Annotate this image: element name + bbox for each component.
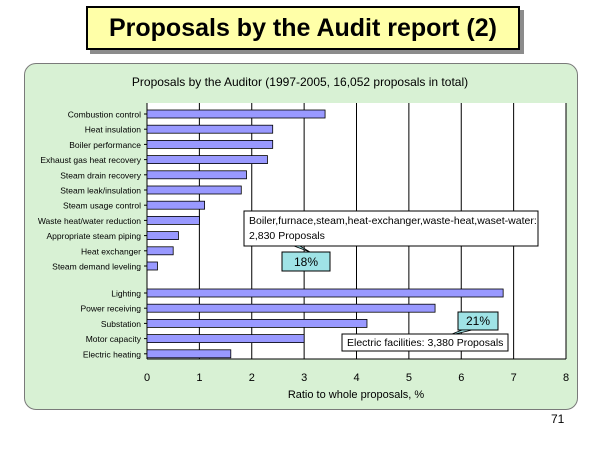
bar xyxy=(146,261,158,271)
slide-title: Proposals by the Audit report (2) xyxy=(86,6,520,50)
bar xyxy=(146,215,200,225)
x-tick-label: 0 xyxy=(144,372,150,384)
x-tick-label: 2 xyxy=(249,372,255,384)
bar xyxy=(146,246,174,256)
electric-callout-total: Electric facilities: 3,380 Proposals xyxy=(347,337,503,349)
category-label: Power receiving xyxy=(81,304,142,314)
category-label: Appropriate steam piping xyxy=(46,231,141,241)
bar xyxy=(146,288,504,298)
boiler-percent-badge xyxy=(281,251,331,272)
electric-percent-label: 21% xyxy=(466,314,490,328)
bar xyxy=(146,155,268,165)
bar xyxy=(146,139,274,149)
category-label: Combustion control xyxy=(68,110,141,120)
bar xyxy=(146,231,179,241)
x-tick-label: 5 xyxy=(406,372,412,384)
boiler-percent-label: 18% xyxy=(294,255,318,269)
x-axis-label: Ratio to whole proposals, % xyxy=(288,389,425,401)
bar xyxy=(146,109,326,119)
bar xyxy=(146,303,436,313)
boiler-callout-box xyxy=(243,210,539,247)
x-tick-label: 4 xyxy=(353,372,359,384)
x-tick-label: 6 xyxy=(458,372,464,384)
x-tick-label: 1 xyxy=(196,372,202,384)
page-number: 71 xyxy=(551,412,565,426)
category-label: Heat exchanger xyxy=(81,246,141,256)
x-tick-label: 7 xyxy=(511,372,517,384)
bar xyxy=(146,124,274,134)
category-label: Motor capacity xyxy=(86,334,142,344)
bar xyxy=(146,334,305,344)
category-label: Substation xyxy=(101,319,141,329)
x-tick-label: 3 xyxy=(301,372,307,384)
boiler-callout-total: 2,830 Proposals xyxy=(249,230,325,242)
bar xyxy=(146,185,242,195)
category-label: Lighting xyxy=(111,289,141,299)
electric-percent-badge xyxy=(457,311,499,331)
category-label: Waste heat/water reduction xyxy=(38,216,141,226)
electric-callout-box xyxy=(341,333,509,352)
boiler-badge-pointer xyxy=(293,245,311,253)
category-label: Steam usage control xyxy=(63,201,141,211)
category-label: Steam drain recovery xyxy=(60,170,142,180)
x-tick-label: 8 xyxy=(563,372,569,384)
boiler-callout-name: Boiler,furnace,steam,heat-exchanger,wast… xyxy=(249,215,537,227)
bar xyxy=(146,318,368,328)
category-label: Boiler performance xyxy=(69,140,141,150)
bar xyxy=(146,170,247,180)
category-label: Exhaust gas heat recovery xyxy=(40,155,141,165)
category-label: Steam demand leveling xyxy=(52,262,141,272)
bar xyxy=(146,349,232,359)
chart-title: Proposals by the Auditor (1997-2005, 16,… xyxy=(131,75,469,89)
category-label: Electric heating xyxy=(83,349,141,359)
category-label: Steam leak/insulation xyxy=(60,186,141,196)
bar xyxy=(146,200,206,210)
category-label: Heat insulation xyxy=(85,125,142,135)
